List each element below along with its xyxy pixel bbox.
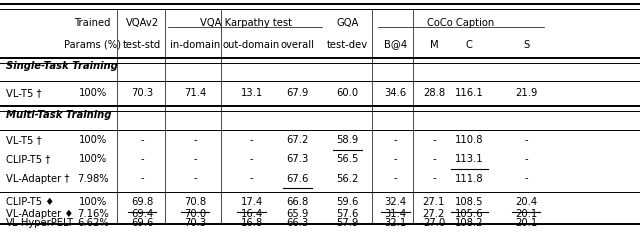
Text: -: - [250,135,253,145]
Text: VQAv2: VQAv2 [125,18,159,28]
Text: 21.9: 21.9 [515,88,537,98]
Text: 108.2: 108.2 [455,218,483,228]
Text: 70.3: 70.3 [131,88,153,98]
Text: test-dev: test-dev [327,40,368,50]
Text: -: - [524,174,528,183]
Text: -: - [394,154,397,164]
Text: 67.3: 67.3 [287,154,308,164]
Text: -: - [524,154,528,164]
Text: CLIP-T5 ♦: CLIP-T5 ♦ [6,197,54,207]
Text: 100%: 100% [79,88,107,98]
Text: 56.2: 56.2 [337,174,358,183]
Text: 20.4: 20.4 [515,197,537,207]
Text: 13.1: 13.1 [241,88,262,98]
Text: 56.5: 56.5 [337,154,358,164]
Text: 20.1: 20.1 [515,209,537,219]
Text: 67.2: 67.2 [287,135,308,145]
Text: out-domain: out-domain [223,40,280,50]
Text: VL-T5 †: VL-T5 † [6,135,42,145]
Text: 27.1: 27.1 [423,197,445,207]
Text: overall: overall [280,40,315,50]
Text: -: - [193,174,197,183]
Text: -: - [193,154,197,164]
Text: -: - [524,135,528,145]
Text: -: - [394,174,397,183]
Text: 17.4: 17.4 [241,197,262,207]
Text: VL-Adapter ♦: VL-Adapter ♦ [6,209,74,219]
Text: 67.9: 67.9 [287,88,308,98]
Text: 71.4: 71.4 [184,88,206,98]
Text: 20.1: 20.1 [515,218,537,228]
Text: -: - [432,154,436,164]
Text: -: - [193,135,197,145]
Text: 70.8: 70.8 [184,197,206,207]
Text: 111.8: 111.8 [455,174,483,183]
Text: 65.9: 65.9 [287,209,308,219]
Text: Single-Task Training: Single-Task Training [6,61,118,71]
Text: -: - [432,174,436,183]
Text: CoCo Caption: CoCo Caption [427,18,495,28]
Text: -: - [250,154,253,164]
Text: 27.2: 27.2 [423,209,445,219]
Text: 70.0: 70.0 [184,209,206,219]
Text: 100%: 100% [79,197,107,207]
Text: 32.4: 32.4 [385,197,406,207]
Text: 16.8: 16.8 [241,218,262,228]
Text: 100%: 100% [79,135,107,145]
Text: 31.4: 31.4 [385,209,406,219]
Text: 116.1: 116.1 [455,88,483,98]
Text: 66.3: 66.3 [287,218,308,228]
Text: -: - [250,174,253,183]
Text: B@4: B@4 [384,40,407,50]
Text: -: - [140,135,144,145]
Text: VL-Adapter †: VL-Adapter † [6,174,70,183]
Text: Params (%): Params (%) [64,40,122,50]
Text: 6.62%: 6.62% [77,218,109,228]
Text: 58.9: 58.9 [337,135,358,145]
Text: 67.6: 67.6 [287,174,308,183]
Text: -: - [140,154,144,164]
Text: 108.5: 108.5 [455,197,483,207]
Text: VL-T5 †: VL-T5 † [6,88,42,98]
Text: 27.0: 27.0 [423,218,445,228]
Text: 113.1: 113.1 [455,154,483,164]
Text: 110.8: 110.8 [455,135,483,145]
Text: 70.3: 70.3 [184,218,206,228]
Text: 7.16%: 7.16% [77,209,109,219]
Text: S: S [523,40,529,50]
Text: 69.8: 69.8 [131,197,153,207]
Text: M: M [429,40,438,50]
Text: 7.98%: 7.98% [77,174,109,183]
Text: -: - [432,135,436,145]
Text: 57.6: 57.6 [337,209,358,219]
Text: 59.6: 59.6 [337,197,358,207]
Text: 69.4: 69.4 [131,209,153,219]
Text: 105.6: 105.6 [455,209,483,219]
Text: 32.1: 32.1 [385,218,406,228]
Text: 28.8: 28.8 [423,88,445,98]
Text: C: C [466,40,472,50]
Text: VL-HyperPELT: VL-HyperPELT [6,218,74,228]
Text: 57.9: 57.9 [337,218,358,228]
Text: -: - [394,135,397,145]
Text: 34.6: 34.6 [385,88,406,98]
Text: 16.4: 16.4 [241,209,262,219]
Text: Multi-Task Training: Multi-Task Training [6,110,112,120]
Text: 100%: 100% [79,154,107,164]
Text: VQA Karpathy test: VQA Karpathy test [200,18,292,28]
Text: in-domain: in-domain [170,40,220,50]
Text: 66.8: 66.8 [287,197,308,207]
Text: CLIP-T5 †: CLIP-T5 † [6,154,51,164]
Text: Trained: Trained [74,18,111,28]
Text: 69.6: 69.6 [131,218,153,228]
Text: 60.0: 60.0 [337,88,358,98]
Text: GQA: GQA [337,18,358,28]
Text: -: - [140,174,144,183]
Text: test-std: test-std [123,40,161,50]
